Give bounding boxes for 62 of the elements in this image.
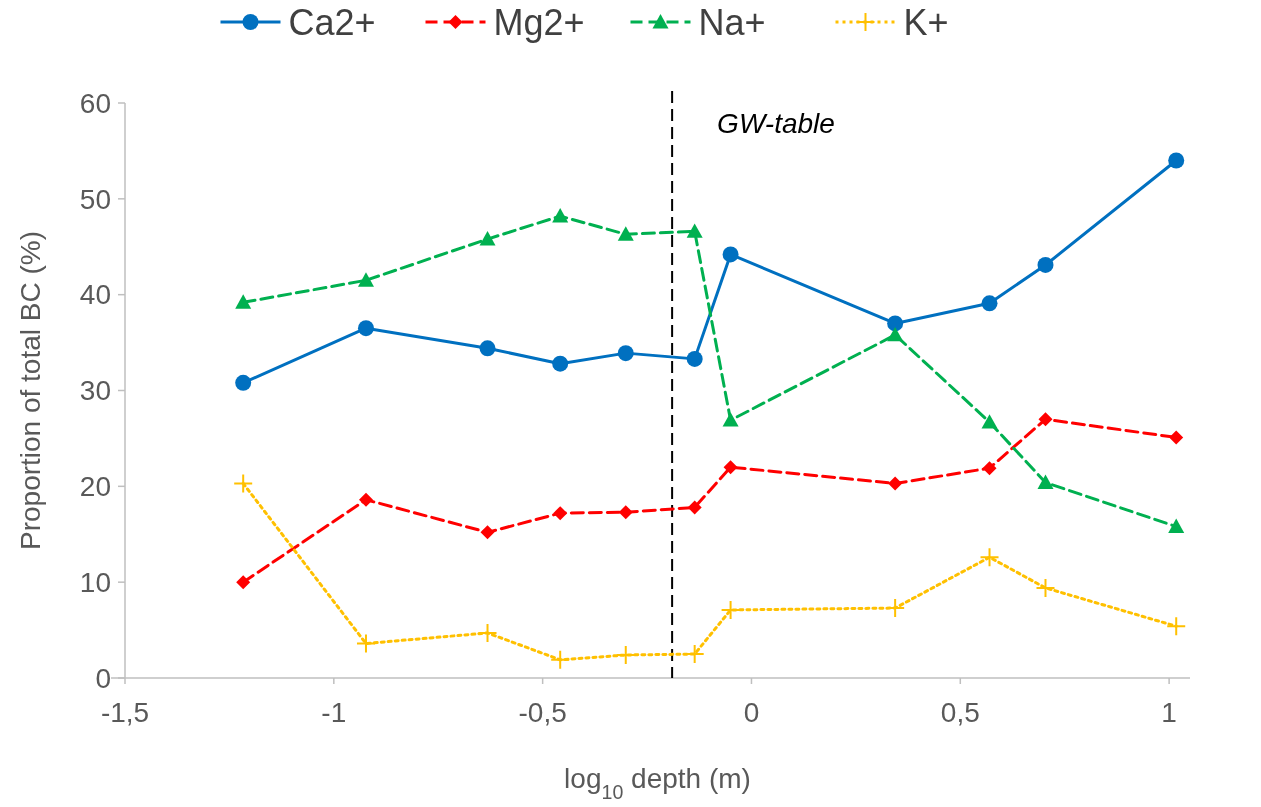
ref-line-label: GW-table [717, 108, 835, 139]
point [235, 374, 252, 391]
y-axis-title: Proportion of total BC (%) [15, 230, 46, 551]
point [687, 500, 702, 515]
point [723, 460, 738, 475]
y-tick-label: 60 [79, 87, 111, 119]
point [617, 345, 634, 362]
point [686, 350, 703, 367]
point [550, 649, 571, 670]
point [235, 294, 252, 309]
point [552, 208, 569, 223]
y-tick-label: 50 [79, 183, 111, 215]
point [888, 476, 903, 491]
y-tick-label: 10 [79, 566, 111, 598]
y-tick-label: 0 [95, 662, 111, 694]
point [1038, 412, 1053, 427]
point [982, 461, 997, 476]
point [1037, 256, 1054, 273]
point [722, 412, 739, 427]
y-tick-label: 20 [79, 471, 111, 503]
point [1168, 152, 1185, 169]
y-tick-label: 40 [79, 279, 111, 311]
point [1169, 430, 1184, 445]
point [233, 473, 254, 494]
x-tick-label: -1,5 [100, 697, 150, 728]
point [615, 645, 636, 665]
legend-label: Mg2+ [493, 1, 585, 43]
point [887, 315, 904, 332]
x-tick-label: -0,5 [518, 697, 567, 728]
point [552, 355, 569, 372]
point [722, 246, 739, 263]
legend-label: K+ [903, 1, 949, 43]
point [479, 340, 496, 357]
legend-label: Ca2+ [288, 1, 376, 43]
point [887, 326, 904, 342]
point [617, 226, 634, 241]
x-tick-label: 0 [743, 697, 760, 728]
x-axis-title: log$_{10}$ depth (m) [564, 763, 751, 803]
point [357, 272, 374, 287]
point [1168, 518, 1185, 533]
point [357, 320, 374, 337]
point [981, 414, 998, 429]
point [618, 505, 633, 520]
point [553, 506, 568, 521]
x-tick-label: 1 [1161, 697, 1177, 728]
point [1037, 474, 1054, 489]
point [480, 525, 495, 540]
point [479, 231, 496, 246]
x-tick-label: 0,5 [940, 697, 980, 728]
point [358, 492, 373, 507]
point [1035, 577, 1056, 598]
point [981, 295, 998, 312]
point [1166, 616, 1187, 637]
legend-label: Na+ [698, 1, 766, 43]
point [236, 575, 251, 590]
point [477, 622, 498, 643]
x-tick-label: -1 [321, 697, 347, 728]
point [720, 599, 741, 620]
point [686, 223, 703, 238]
point [355, 633, 376, 654]
y-tick-label: 30 [79, 375, 111, 407]
point [979, 547, 1000, 568]
